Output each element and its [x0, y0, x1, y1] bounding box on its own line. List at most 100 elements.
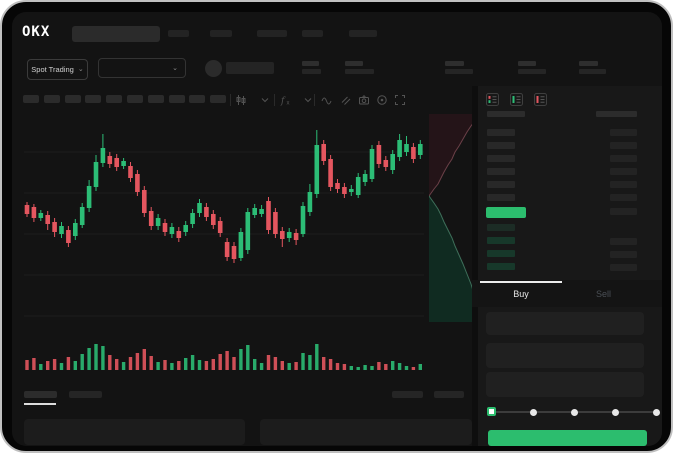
stat-value-placeholder	[302, 69, 321, 74]
compare-icon[interactable]	[340, 94, 352, 106]
slider-stop-dot[interactable]	[611, 408, 619, 416]
toolbar-pill-placeholder[interactable]	[106, 95, 123, 103]
bid-price-placeholder[interactable]	[487, 263, 515, 270]
toolbar-pill-placeholder[interactable]	[85, 95, 102, 103]
toolbar-pill-placeholder[interactable]	[23, 95, 39, 103]
book-bids-icon[interactable]	[510, 93, 523, 106]
ask-price-placeholder[interactable]	[487, 168, 515, 175]
stat-label-placeholder	[302, 61, 319, 66]
ask-price-placeholder[interactable]	[487, 194, 515, 201]
ask-price-placeholder[interactable]	[487, 142, 515, 149]
order-input-placeholder[interactable]	[486, 372, 644, 397]
bottom-active-tab-indicator	[24, 403, 56, 405]
wave-icon[interactable]	[321, 94, 333, 106]
nav-item-placeholder[interactable]	[168, 30, 189, 37]
pair-selector[interactable]: ⌄	[98, 58, 186, 78]
svg-text:f: f	[280, 97, 286, 107]
active-tab-indicator	[480, 281, 562, 283]
pair-avatar	[205, 60, 222, 77]
nav-item-placeholder[interactable]	[257, 30, 287, 37]
svg-text:x: x	[287, 101, 290, 107]
camera-icon[interactable]	[358, 94, 370, 106]
toolbar-pill-placeholder[interactable]	[147, 95, 164, 103]
nav-item-placeholder[interactable]	[302, 30, 323, 37]
ask-amount-placeholder	[610, 181, 637, 188]
bid-amount-placeholder	[610, 208, 637, 215]
bid-amount-placeholder	[610, 251, 637, 258]
stat-value-placeholder	[518, 69, 546, 74]
bottom-tab-placeholder[interactable]	[24, 391, 57, 398]
orderbook-header-price	[487, 111, 525, 117]
pair-name-placeholder	[226, 62, 274, 74]
toolbar-pill-placeholder[interactable]	[64, 95, 81, 103]
bid-price-placeholder[interactable]	[487, 237, 515, 244]
bid-amount-placeholder	[610, 264, 637, 271]
toolbar-pill-placeholder[interactable]	[43, 95, 60, 103]
chevron-down-icon[interactable]	[259, 94, 271, 106]
chevron-down-icon: ⌄	[77, 66, 84, 73]
ask-amount-placeholder	[610, 142, 637, 149]
bid-amount-placeholder	[610, 238, 637, 245]
bottom-action-placeholder[interactable]	[392, 391, 423, 398]
nav-item-placeholder[interactable]	[349, 30, 377, 37]
toolbar-separator	[274, 94, 275, 106]
candles-icon[interactable]	[235, 94, 247, 106]
market-type-selector[interactable]: Spot Trading ⌄	[27, 59, 88, 80]
submit-order-button[interactable]	[488, 430, 647, 446]
book-combined-icon[interactable]	[486, 93, 499, 106]
chevron-down-icon[interactable]	[302, 94, 314, 106]
volume-bars	[24, 342, 424, 370]
volume-svg	[25, 344, 422, 370]
ask-amount-placeholder	[610, 129, 637, 136]
slider-stop-dot[interactable]	[652, 408, 660, 416]
search-input[interactable]	[72, 26, 160, 42]
panel-divider	[472, 86, 478, 446]
last-price-bar	[486, 207, 526, 218]
stat-value-placeholder	[345, 69, 374, 74]
candlestick-chart[interactable]	[24, 114, 424, 334]
toolbar-separator	[314, 94, 315, 106]
nav-item-placeholder[interactable]	[210, 30, 232, 37]
bottom-action-placeholder[interactable]	[434, 391, 464, 398]
toolbar-pill-placeholder[interactable]	[127, 95, 143, 103]
stat-label-placeholder	[445, 61, 464, 66]
tab-buy[interactable]: Buy	[513, 289, 529, 299]
order-input-placeholder[interactable]	[486, 312, 644, 335]
ask-price-placeholder[interactable]	[487, 129, 515, 136]
market-type-label: Spot Trading	[31, 65, 74, 74]
settings-icon[interactable]	[376, 94, 388, 106]
toolbar-pill-placeholder[interactable]	[168, 95, 185, 103]
bottom-panel-placeholder	[24, 419, 245, 445]
slider-handle[interactable]	[487, 407, 496, 416]
stat-value-placeholder	[445, 69, 473, 74]
book-asks-icon[interactable]	[534, 93, 547, 106]
stat-label-placeholder	[345, 61, 363, 66]
bottom-panel-placeholder	[260, 419, 472, 445]
toolbar-separator	[230, 94, 231, 106]
order-input-placeholder[interactable]	[486, 343, 644, 368]
stat-label-placeholder	[518, 61, 536, 66]
ask-price-placeholder[interactable]	[487, 155, 515, 162]
orderbook-header-amount	[596, 111, 637, 117]
bottom-tab-placeholder[interactable]	[69, 391, 102, 398]
ask-amount-placeholder	[610, 194, 637, 201]
tab-sell[interactable]: Sell	[595, 289, 611, 299]
okx-logo: OKX	[22, 24, 51, 40]
ask-amount-placeholder	[610, 168, 637, 175]
bid-price-placeholder[interactable]	[487, 250, 515, 257]
toolbar-pill-placeholder[interactable]	[210, 95, 227, 103]
toolbar-pill-placeholder[interactable]	[189, 95, 206, 103]
slider-stop-dot[interactable]	[529, 408, 537, 416]
ask-price-placeholder[interactable]	[487, 181, 515, 188]
chevron-down-icon: ⌄	[172, 64, 178, 72]
slider-stop-dot[interactable]	[570, 408, 578, 416]
bid-price-placeholder[interactable]	[487, 224, 515, 231]
expand-icon[interactable]	[394, 94, 406, 106]
ask-amount-placeholder	[610, 155, 637, 162]
stat-value-placeholder	[579, 69, 606, 74]
candlestick-svg[interactable]	[24, 114, 424, 334]
order-form-tabs	[472, 280, 662, 307]
